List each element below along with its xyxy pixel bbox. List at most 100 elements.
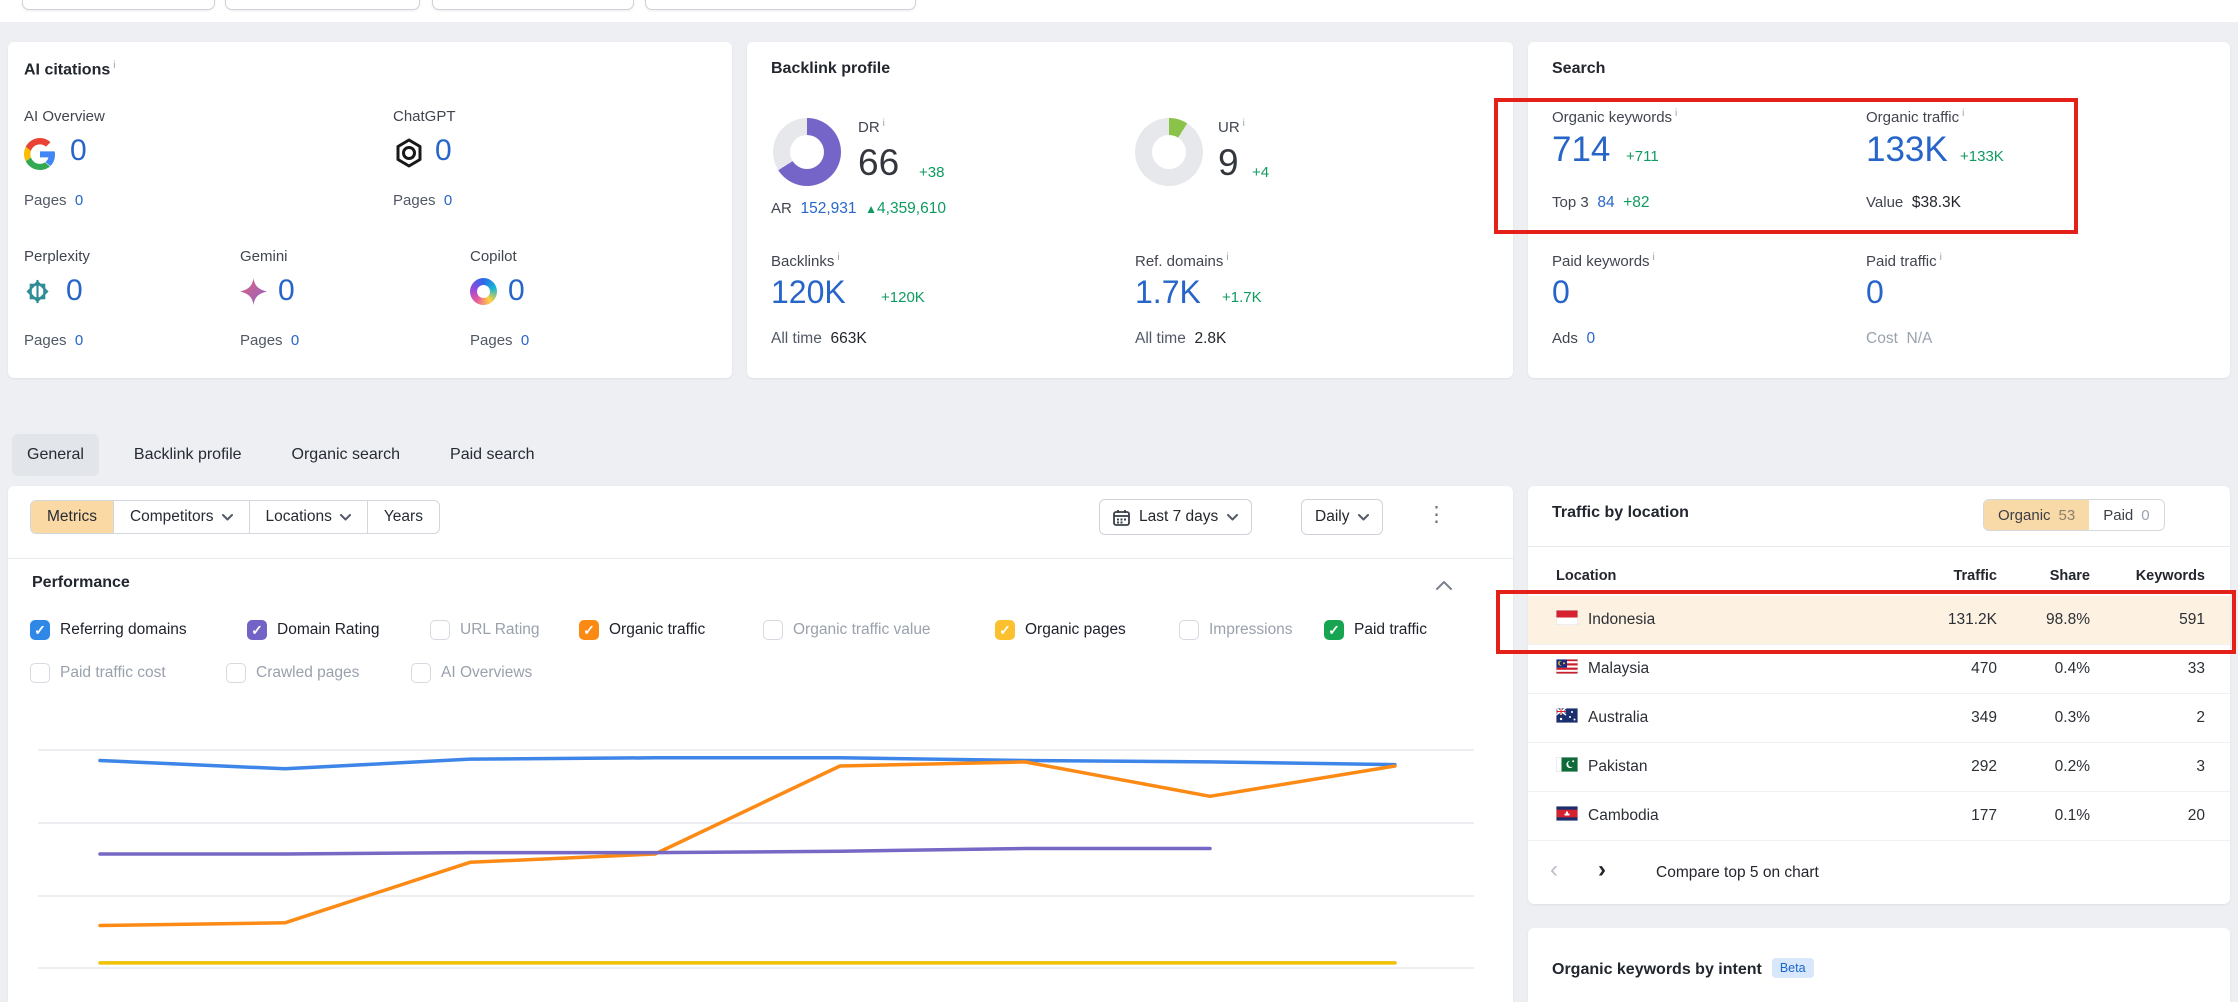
tab-paid-search[interactable]: Paid search bbox=[450, 446, 535, 463]
checkbox-paid-traffic-cost[interactable]: Paid traffic cost bbox=[30, 662, 166, 684]
performance-title: Performance bbox=[32, 574, 130, 591]
gemini-icon bbox=[240, 278, 267, 310]
checkbox-icon[interactable] bbox=[30, 663, 50, 683]
perplexity-icon bbox=[24, 278, 51, 310]
top-input-2[interactable] bbox=[225, 0, 420, 10]
keywords-link[interactable]: 20 bbox=[2187, 807, 2205, 824]
top-input-4[interactable] bbox=[645, 0, 916, 10]
pagination-prev-button[interactable]: ‹ bbox=[1550, 856, 1558, 883]
date-range-button[interactable]: Last 7 days bbox=[1099, 499, 1253, 535]
table-row-indonesia[interactable]: Indonesia 131.2K 98.8% 591 bbox=[1528, 596, 2230, 645]
checkbox-referring-domains[interactable]: ✓ Referring domains bbox=[30, 619, 187, 641]
chatgpt-pages-link[interactable]: 0 bbox=[443, 192, 453, 209]
organic-keywords-label: Organic keywords i bbox=[1552, 108, 1678, 126]
backlink-profile-card: Backlink profile DR i 66 +38 AR 152,931 ▲… bbox=[747, 42, 1513, 378]
checkbox-icon[interactable]: ✓ bbox=[247, 620, 267, 640]
info-icon[interactable]: i bbox=[1652, 252, 1655, 263]
toggle-paid-button[interactable]: Paid 0 bbox=[2103, 506, 2150, 524]
pagination-next-button[interactable]: › bbox=[1598, 856, 1606, 883]
traffic-by-location-title: Traffic by location bbox=[1552, 504, 1689, 521]
info-icon[interactable]: i bbox=[837, 252, 840, 263]
ar-value-link[interactable]: 152,931 bbox=[800, 200, 857, 217]
copilot-value[interactable]: 0 bbox=[508, 274, 525, 307]
ads-value-link[interactable]: 0 bbox=[1586, 330, 1596, 347]
checkbox-organic-traffic[interactable]: ✓ Organic traffic bbox=[579, 619, 705, 641]
perplexity-value[interactable]: 0 bbox=[66, 274, 83, 307]
filter-competitors-button[interactable]: Competitors bbox=[114, 501, 250, 533]
filter-years-button[interactable]: Years bbox=[383, 508, 423, 525]
checkbox-ai-overviews[interactable]: AI Overviews bbox=[411, 662, 532, 684]
chevron-down-icon bbox=[221, 513, 233, 520]
top-input-3[interactable] bbox=[432, 0, 634, 10]
checkbox-icon[interactable]: ✓ bbox=[1324, 620, 1344, 640]
toggle-organic-button[interactable]: Organic 53 bbox=[1984, 500, 2090, 530]
keywords-link[interactable]: 591 bbox=[2179, 611, 2205, 628]
organic-traffic-value[interactable]: 133K bbox=[1866, 130, 1948, 169]
checkbox-url-rating[interactable]: URL Rating bbox=[430, 619, 540, 641]
checkbox-impressions[interactable]: Impressions bbox=[1179, 619, 1293, 641]
info-icon[interactable]: i bbox=[1242, 118, 1245, 129]
checkbox-domain-rating[interactable]: ✓ Domain Rating bbox=[247, 619, 380, 641]
ref-domains-value[interactable]: 1.7K bbox=[1135, 274, 1201, 310]
checkbox-icon[interactable] bbox=[1179, 620, 1199, 640]
collapse-chevron-up-icon[interactable] bbox=[1436, 580, 1452, 590]
keywords-by-intent-title: Organic keywords by intent Beta bbox=[1552, 958, 1814, 979]
checkbox-label: Crawled pages bbox=[256, 664, 360, 681]
kebab-menu-icon[interactable]: ⋮ bbox=[1426, 503, 1447, 526]
tab-backlink-profile[interactable]: Backlink profile bbox=[133, 446, 242, 463]
gemini-pages-link[interactable]: 0 bbox=[290, 332, 300, 349]
copilot-pages-link[interactable]: 0 bbox=[520, 332, 530, 349]
table-row-pakistan[interactable]: Pakistan 292 0.2% 3 bbox=[1528, 743, 2230, 792]
checkbox-icon[interactable]: ✓ bbox=[579, 620, 599, 640]
checkbox-organic-traffic-value[interactable]: Organic traffic value bbox=[763, 619, 931, 641]
value-line: Value $38.3K bbox=[1866, 194, 1962, 211]
compare-top5-label[interactable]: Compare top 5 on chart bbox=[1656, 864, 1819, 881]
paid-keywords-value[interactable]: 0 bbox=[1552, 274, 1570, 310]
table-row-cambodia[interactable]: Cambodia 177 0.1% 20 bbox=[1528, 792, 2230, 841]
keywords-link[interactable]: 33 bbox=[2187, 660, 2205, 677]
tab-general[interactable]: General bbox=[12, 434, 99, 476]
info-icon[interactable]: i bbox=[882, 118, 885, 129]
ai-overview-pages-link[interactable]: 0 bbox=[74, 192, 84, 209]
checkbox-icon[interactable] bbox=[763, 620, 783, 640]
ref-domains-delta: +1.7K bbox=[1222, 289, 1262, 306]
perplexity-pages-link[interactable]: 0 bbox=[74, 332, 84, 349]
info-icon[interactable]: i bbox=[1962, 108, 1965, 119]
checkbox-organic-pages[interactable]: ✓ Organic pages bbox=[995, 619, 1126, 641]
info-icon[interactable]: i bbox=[113, 60, 116, 71]
divider bbox=[8, 558, 1513, 559]
filter-metrics-button[interactable]: Metrics bbox=[31, 501, 114, 533]
checkbox-icon[interactable]: ✓ bbox=[995, 620, 1015, 640]
gemini-label: Gemini bbox=[240, 248, 288, 265]
checkbox-crawled-pages[interactable]: Crawled pages bbox=[226, 662, 359, 684]
organic-traffic-label: Organic traffic i bbox=[1866, 108, 1965, 126]
checkbox-paid-traffic[interactable]: ✓ Paid traffic bbox=[1324, 619, 1427, 641]
backlinks-value[interactable]: 120K bbox=[771, 274, 846, 310]
info-icon[interactable]: i bbox=[1939, 252, 1942, 263]
top-input-1[interactable] bbox=[22, 0, 215, 10]
performance-chart[interactable] bbox=[38, 700, 1474, 1002]
chatgpt-value[interactable]: 0 bbox=[435, 134, 452, 167]
table-row-malaysia[interactable]: Malaysia 470 0.4% 33 bbox=[1528, 645, 2230, 694]
top3-value-link[interactable]: 84 bbox=[1597, 194, 1615, 211]
filter-locations-button[interactable]: Locations bbox=[250, 501, 368, 533]
checkbox-icon[interactable]: ✓ bbox=[30, 620, 50, 640]
keywords-link[interactable]: 3 bbox=[2196, 758, 2205, 775]
keywords-link[interactable]: 2 bbox=[2196, 709, 2205, 726]
series-organic-traffic bbox=[98, 760, 1397, 928]
info-icon[interactable]: i bbox=[1226, 252, 1229, 263]
organic-keywords-value[interactable]: 714 bbox=[1552, 130, 1611, 169]
paid-traffic-value[interactable]: 0 bbox=[1866, 274, 1884, 310]
tab-organic-search[interactable]: Organic search bbox=[291, 446, 401, 463]
granularity-button[interactable]: Daily bbox=[1301, 499, 1384, 535]
traffic-by-location-card: Traffic by location Organic 53 Paid 0 Loca… bbox=[1528, 486, 2230, 904]
ai-overview-value[interactable]: 0 bbox=[70, 134, 87, 167]
checkbox-icon[interactable] bbox=[411, 663, 431, 683]
ur-donut-chart bbox=[1135, 118, 1203, 186]
checkbox-icon[interactable] bbox=[226, 663, 246, 683]
info-icon[interactable]: i bbox=[1675, 108, 1678, 119]
ur-delta: +4 bbox=[1252, 164, 1270, 181]
table-row-australia[interactable]: Australia 349 0.3% 2 bbox=[1528, 694, 2230, 743]
gemini-value[interactable]: 0 bbox=[278, 274, 295, 307]
checkbox-icon[interactable] bbox=[430, 620, 450, 640]
